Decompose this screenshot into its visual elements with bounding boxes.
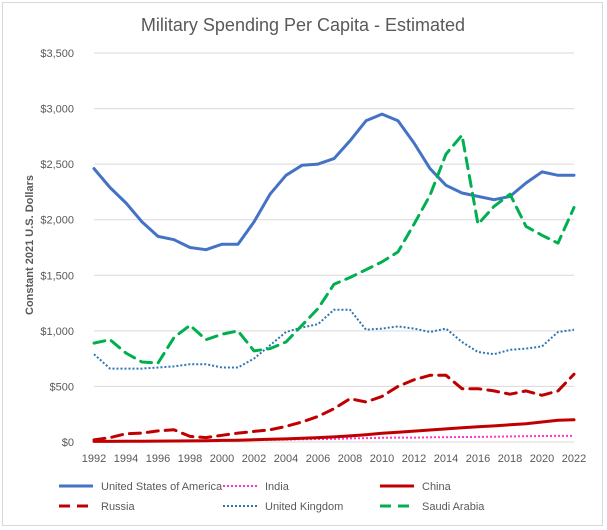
series-line-russia (92, 372, 576, 442)
legend-label-united-kingdom: United Kingdom (265, 501, 343, 513)
y-tick-label: $2,000 (40, 215, 74, 227)
y-tick-label: $3,500 (40, 48, 74, 60)
series-lines (92, 112, 576, 443)
x-tick-label: 2006 (306, 453, 330, 465)
x-tick-label: 2016 (466, 453, 490, 465)
x-tick-label: 2012 (402, 453, 426, 465)
y-tick-label: $500 (50, 381, 74, 393)
legend: United States of America India China Russia… (59, 481, 485, 513)
gridlines (94, 52, 574, 443)
x-tick-label: 1996 (146, 453, 170, 465)
y-tick-label: $2,500 (40, 159, 74, 171)
x-tick-label: 2014 (434, 453, 458, 465)
y-tick-label: $1,500 (40, 270, 74, 282)
series-line-china (92, 418, 576, 443)
y-axis-ticks: $0 $500 $1,000 $1,500 $2,000 $2,500 $3,000 $3,5… (40, 48, 74, 449)
y-tick-label: $3,000 (40, 104, 74, 116)
y-tick-label: $1,000 (40, 326, 74, 338)
legend-label-united-states-of-america: United States of America (101, 481, 223, 493)
x-tick-label: 2020 (530, 453, 554, 465)
y-axis-label: Constant 2021 U.S. Dollars (24, 175, 36, 315)
series-line-united-states-of-america (92, 112, 576, 252)
x-tick-label: 2018 (498, 453, 522, 465)
legend-label-china: China (422, 481, 452, 493)
legend-label-india: India (265, 481, 290, 493)
y-tick-label: $0 (62, 437, 74, 449)
x-tick-label: 2008 (338, 453, 362, 465)
x-tick-label: 2010 (370, 453, 394, 465)
x-tick-label: 2000 (210, 453, 234, 465)
legend-label-saudi-arabia: Saudi Arabia (422, 501, 485, 513)
x-axis-ticks: 1992 1994 1996 1998 2000 2002 2004 2006 2008 2010… (82, 453, 586, 465)
x-tick-label: 2004 (274, 453, 298, 465)
chart-title: Military Spending Per Capita - Estimated (141, 15, 465, 35)
legend-label-russia: Russia (101, 501, 136, 513)
x-tick-label: 1992 (82, 453, 106, 465)
x-tick-label: 1994 (114, 453, 138, 465)
series-line-saudi-arabia (92, 133, 576, 365)
x-tick-label: 2022 (562, 453, 586, 465)
series-line-united-kingdom (93, 308, 575, 370)
x-tick-label: 2002 (242, 453, 266, 465)
x-tick-label: 1998 (178, 453, 202, 465)
